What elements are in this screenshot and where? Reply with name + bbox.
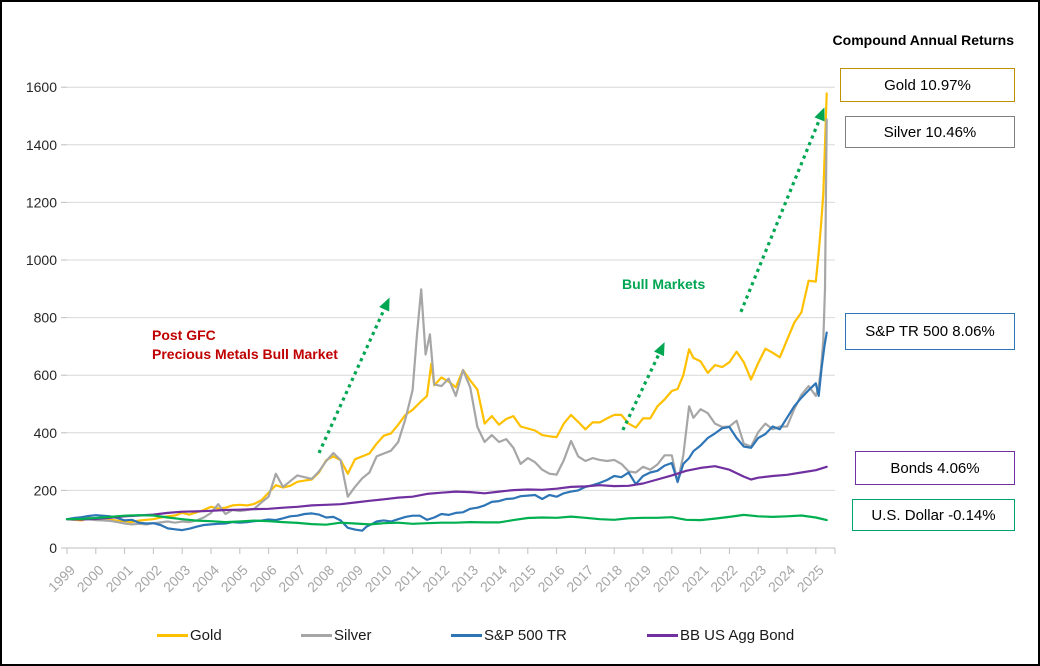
svg-text:2002: 2002	[131, 562, 164, 595]
svg-text:1999: 1999	[45, 562, 78, 595]
svg-text:0: 0	[49, 540, 57, 556]
svg-text:600: 600	[34, 367, 58, 383]
svg-text:2021: 2021	[678, 562, 711, 595]
line-chart-svg: 0200400600800100012001400160019992000200…	[26, 79, 836, 595]
svg-text:2013: 2013	[448, 562, 481, 595]
legend-label: Silver	[334, 626, 372, 644]
legend-label: Gold	[190, 626, 222, 644]
svg-text:400: 400	[34, 425, 58, 441]
return-label-bonds: Bonds 4.06%	[855, 451, 1015, 485]
svg-text:2018: 2018	[592, 562, 625, 595]
return-label-silver: Silver 10.46%	[845, 116, 1015, 148]
svg-text:800: 800	[34, 310, 58, 326]
svg-text:2020: 2020	[650, 562, 683, 595]
sp500-line-swatch	[451, 633, 482, 637]
chart-legend: Gold Silver S&P 500 TR BB US Agg Bond	[2, 623, 1038, 647]
annotation-bull-markets: Bull Markets	[622, 276, 706, 292]
annotation-post-gfc: Post GFC Precious Metals Bull Market	[152, 327, 338, 362]
legend-item-sp500: S&P 500 TR	[451, 623, 567, 647]
legend-item-bond: BB US Agg Bond	[647, 623, 794, 647]
svg-text:1000: 1000	[26, 252, 57, 268]
compound-annual-returns-title: Compound Annual Returns	[832, 32, 1014, 48]
svg-text:200: 200	[34, 482, 58, 498]
svg-text:2023: 2023	[736, 562, 769, 595]
return-label-us-dollar: U.S. Dollar -0.14%	[852, 499, 1015, 531]
legend-item-silver: Silver	[301, 623, 372, 647]
svg-text:2024: 2024	[765, 562, 798, 595]
return-label-sp500: S&P TR 500 8.06%	[845, 313, 1015, 350]
svg-text:2025: 2025	[794, 562, 827, 595]
silver-line-swatch	[301, 633, 332, 637]
svg-text:2015: 2015	[506, 562, 539, 595]
svg-text:1400: 1400	[26, 137, 57, 153]
bond-line-swatch	[647, 633, 678, 637]
svg-text:2019: 2019	[621, 562, 654, 595]
svg-text:2006: 2006	[246, 562, 279, 595]
svg-text:2017: 2017	[563, 562, 596, 595]
svg-text:2009: 2009	[333, 562, 366, 595]
svg-text:2011: 2011	[391, 562, 424, 595]
svg-text:2005: 2005	[218, 562, 251, 595]
svg-text:1600: 1600	[26, 79, 57, 95]
svg-text:2022: 2022	[707, 562, 740, 595]
svg-text:2004: 2004	[189, 562, 222, 595]
svg-text:1200: 1200	[26, 194, 57, 210]
svg-text:2007: 2007	[275, 562, 308, 595]
gold-line-swatch	[157, 633, 188, 637]
svg-text:2014: 2014	[477, 562, 510, 595]
legend-item-gold: Gold	[157, 623, 222, 647]
svg-text:2001: 2001	[102, 562, 135, 595]
legend-label: S&P 500 TR	[484, 626, 567, 644]
return-label-gold: Gold 10.97%	[840, 68, 1015, 102]
svg-text:2008: 2008	[304, 562, 337, 595]
svg-text:2003: 2003	[160, 562, 193, 595]
svg-text:2000: 2000	[74, 562, 107, 595]
svg-text:2012: 2012	[419, 562, 452, 595]
svg-text:2010: 2010	[362, 562, 395, 595]
legend-label: BB US Agg Bond	[680, 626, 795, 644]
svg-text:2016: 2016	[534, 562, 567, 595]
